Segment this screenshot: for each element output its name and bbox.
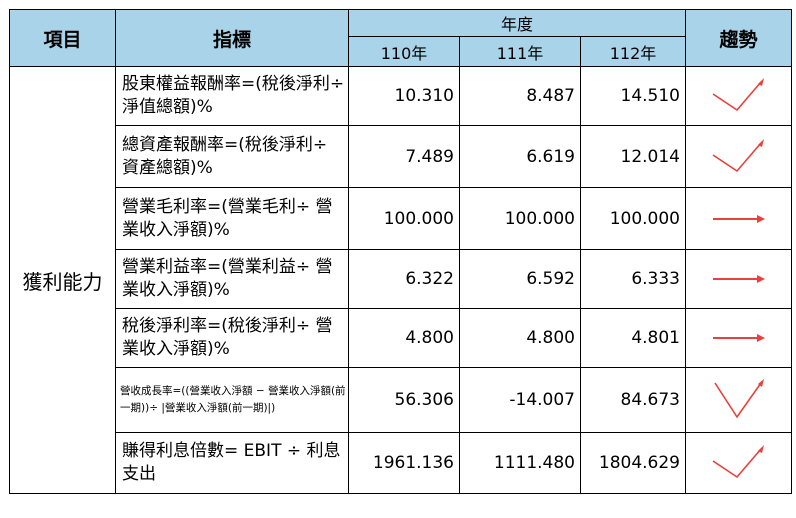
indicator-label: 股東權益報酬率=(稅後淨利÷ 淨值總額)% [115,66,349,126]
value-112: 4.801 [580,308,686,368]
table-row: 總資產報酬率=(稅後淨利÷ 資產總額)% 7.489 6.619 12.014 [10,125,792,188]
check-arrow-icon [712,445,764,479]
trend-cell [685,249,792,309]
trend-cell [685,367,792,433]
check-arrow-icon [712,78,764,112]
header-indicator: 指標 [115,9,349,67]
value-111: 6.592 [459,249,581,309]
indicator-label: 賺得利息倍數= EBIT ÷ 利息支出 [115,432,349,494]
category-label: 獲利能力 [9,66,116,494]
trend-cell [685,308,792,368]
right-arrow-icon [712,214,765,223]
table-row: 賺得利息倍數= EBIT ÷ 利息支出 1961.136 1111.480 18… [10,432,792,494]
trend-cell [685,66,792,126]
right-arrow-icon [712,334,765,342]
right-arrow-icon [712,275,765,283]
value-110: 6.322 [348,249,460,309]
v-arrow-icon [713,379,764,419]
value-111: 8.487 [459,66,581,126]
table-row: 獲利能力 股東權益報酬率=(稅後淨利÷ 淨值總額)% 10.310 8.487 … [9,66,792,494]
header-year-110: 110年 [348,36,460,67]
check-arrow-icon [712,138,764,172]
value-111: 4.800 [459,308,581,368]
value-112: 12.014 [580,125,686,188]
indicator-label: 營業利益率=(營業利益÷ 營業收入淨額)% [115,249,349,309]
trend-cell [685,187,792,250]
header-trend: 趨勢 [685,9,792,67]
value-112: 100.000 [580,187,686,250]
value-112: 14.510 [580,66,686,126]
indicator-label: 營業毛利率=(營業毛利÷ 營業收入淨額)% [115,187,349,250]
table-row: 稅後淨利率=(稅後淨利÷ 營業收入淨額)% 4.800 4.800 4.801 [10,308,792,368]
table-row: 營業利益率=(營業利益÷ 營業收入淨額)% 6.322 6.592 6.333 [10,249,792,309]
value-111: 6.619 [459,125,581,188]
table-row: 營業毛利率=(營業毛利÷ 營業收入淨額)% 100.000 100.000 10… [10,187,792,250]
value-111: -14.007 [459,367,581,433]
value-110: 56.306 [348,367,460,433]
value-110: 4.800 [348,308,460,368]
value-111: 1111.480 [459,432,581,494]
header-year-111: 111年 [459,36,581,67]
value-110: 7.489 [348,125,460,188]
table-row: 營收成長率=((營業收入淨額 − 營業收入淨額(前一期))÷ |營業收入淨額(前… [10,367,792,433]
indicator-label: 營收成長率=((營業收入淨額 − 營業收入淨額(前一期))÷ |營業收入淨額(前… [115,367,349,433]
value-111: 100.000 [459,187,581,250]
indicator-label: 總資產報酬率=(稅後淨利÷ 資產總額)% [115,125,349,188]
value-112: 1804.629 [580,432,686,494]
value-110: 100.000 [348,187,460,250]
trend-cell [685,125,792,188]
header-year-group: 年度 [348,9,686,37]
header-category: 項目 [9,9,116,67]
trend-cell [685,432,792,494]
value-112: 6.333 [580,249,686,309]
value-112: 84.673 [580,367,686,433]
value-110: 10.310 [348,66,460,126]
header-year-112: 112年 [580,36,686,67]
value-110: 1961.136 [348,432,460,494]
indicator-label: 稅後淨利率=(稅後淨利÷ 營業收入淨額)% [115,308,349,368]
profitability-table: 項目 指標 年度 趨勢 110年 111年 112年 獲利能力 股東權益報酬率=… [9,9,792,494]
